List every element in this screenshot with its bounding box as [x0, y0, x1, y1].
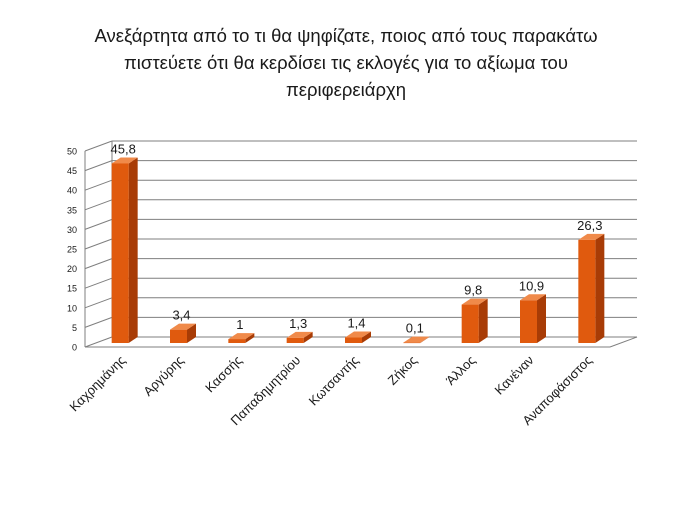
category-label: Καχρημάνης	[66, 353, 128, 415]
category-label: Κανέναν	[491, 353, 536, 398]
bar	[111, 163, 129, 343]
bar	[170, 329, 187, 343]
y-tick-label: 45	[67, 166, 77, 176]
gridline-depth	[84, 297, 113, 309]
y-tick-label: 50	[67, 147, 77, 157]
data-label: 10,9	[519, 278, 544, 293]
bar-top	[111, 157, 138, 164]
bar-side	[420, 336, 430, 343]
category-label: Κωτσαντής	[306, 353, 362, 409]
gridline-depth	[84, 199, 113, 211]
y-tick-label: 20	[67, 264, 77, 274]
data-label: 0,1	[406, 321, 424, 336]
bar	[578, 239, 596, 343]
bar-side	[128, 157, 138, 343]
y-tick-label: 40	[67, 186, 77, 196]
floor-right-edge	[609, 336, 638, 348]
gridline-depth	[84, 179, 113, 191]
bar-side	[303, 331, 313, 343]
y-tick-label: 30	[67, 225, 77, 235]
gridline-depth	[84, 277, 113, 289]
data-label: 3,4	[172, 308, 190, 323]
gridline-depth	[84, 140, 113, 152]
data-label: 1,4	[347, 316, 365, 331]
bar-top	[170, 323, 196, 330]
bar	[228, 339, 246, 343]
y-tick-label: 35	[67, 205, 77, 215]
bar-top	[520, 294, 546, 301]
category-label: Αργύρης	[140, 353, 186, 399]
bar-side	[362, 331, 371, 343]
bar-top	[286, 331, 313, 338]
bar-top	[345, 331, 371, 338]
gridline-depth	[84, 336, 113, 348]
y-tick-label: 25	[67, 245, 77, 255]
category-label: Ζήκος	[385, 353, 420, 388]
y-tick-label: 0	[72, 343, 77, 353]
category-label: Άλλος	[443, 353, 478, 388]
data-label: 1,3	[289, 316, 307, 331]
bar-side	[245, 333, 255, 343]
data-label: 45,8	[111, 141, 136, 156]
bar	[403, 342, 421, 344]
bar-top	[228, 333, 255, 340]
bar-top	[403, 336, 430, 343]
bar-top	[461, 298, 488, 305]
gridline-depth	[84, 316, 113, 328]
bar-side	[537, 294, 546, 343]
gridline-depth	[84, 238, 113, 250]
bar	[345, 337, 362, 343]
bar-side	[478, 298, 488, 343]
gridline-depth	[84, 218, 113, 230]
bar	[520, 300, 537, 343]
bar	[286, 337, 304, 343]
bar-side	[187, 323, 196, 343]
y-tick-label: 15	[67, 284, 77, 294]
gridline-depth	[84, 160, 113, 172]
gridline-depth	[84, 258, 113, 270]
bar-top	[578, 233, 605, 240]
y-tick-label: 5	[72, 323, 77, 333]
data-label: 1	[236, 317, 243, 332]
y-tick-label: 10	[67, 303, 77, 313]
data-label: 26,3	[577, 218, 602, 233]
bar-side	[595, 233, 605, 343]
data-label: 9,8	[464, 283, 482, 298]
chart-title: Ανεξάρτητα από το τι θα ψηφίζατε, ποιος …	[94, 25, 598, 100]
bar	[461, 304, 479, 343]
category-label: Κασσής	[202, 353, 245, 396]
